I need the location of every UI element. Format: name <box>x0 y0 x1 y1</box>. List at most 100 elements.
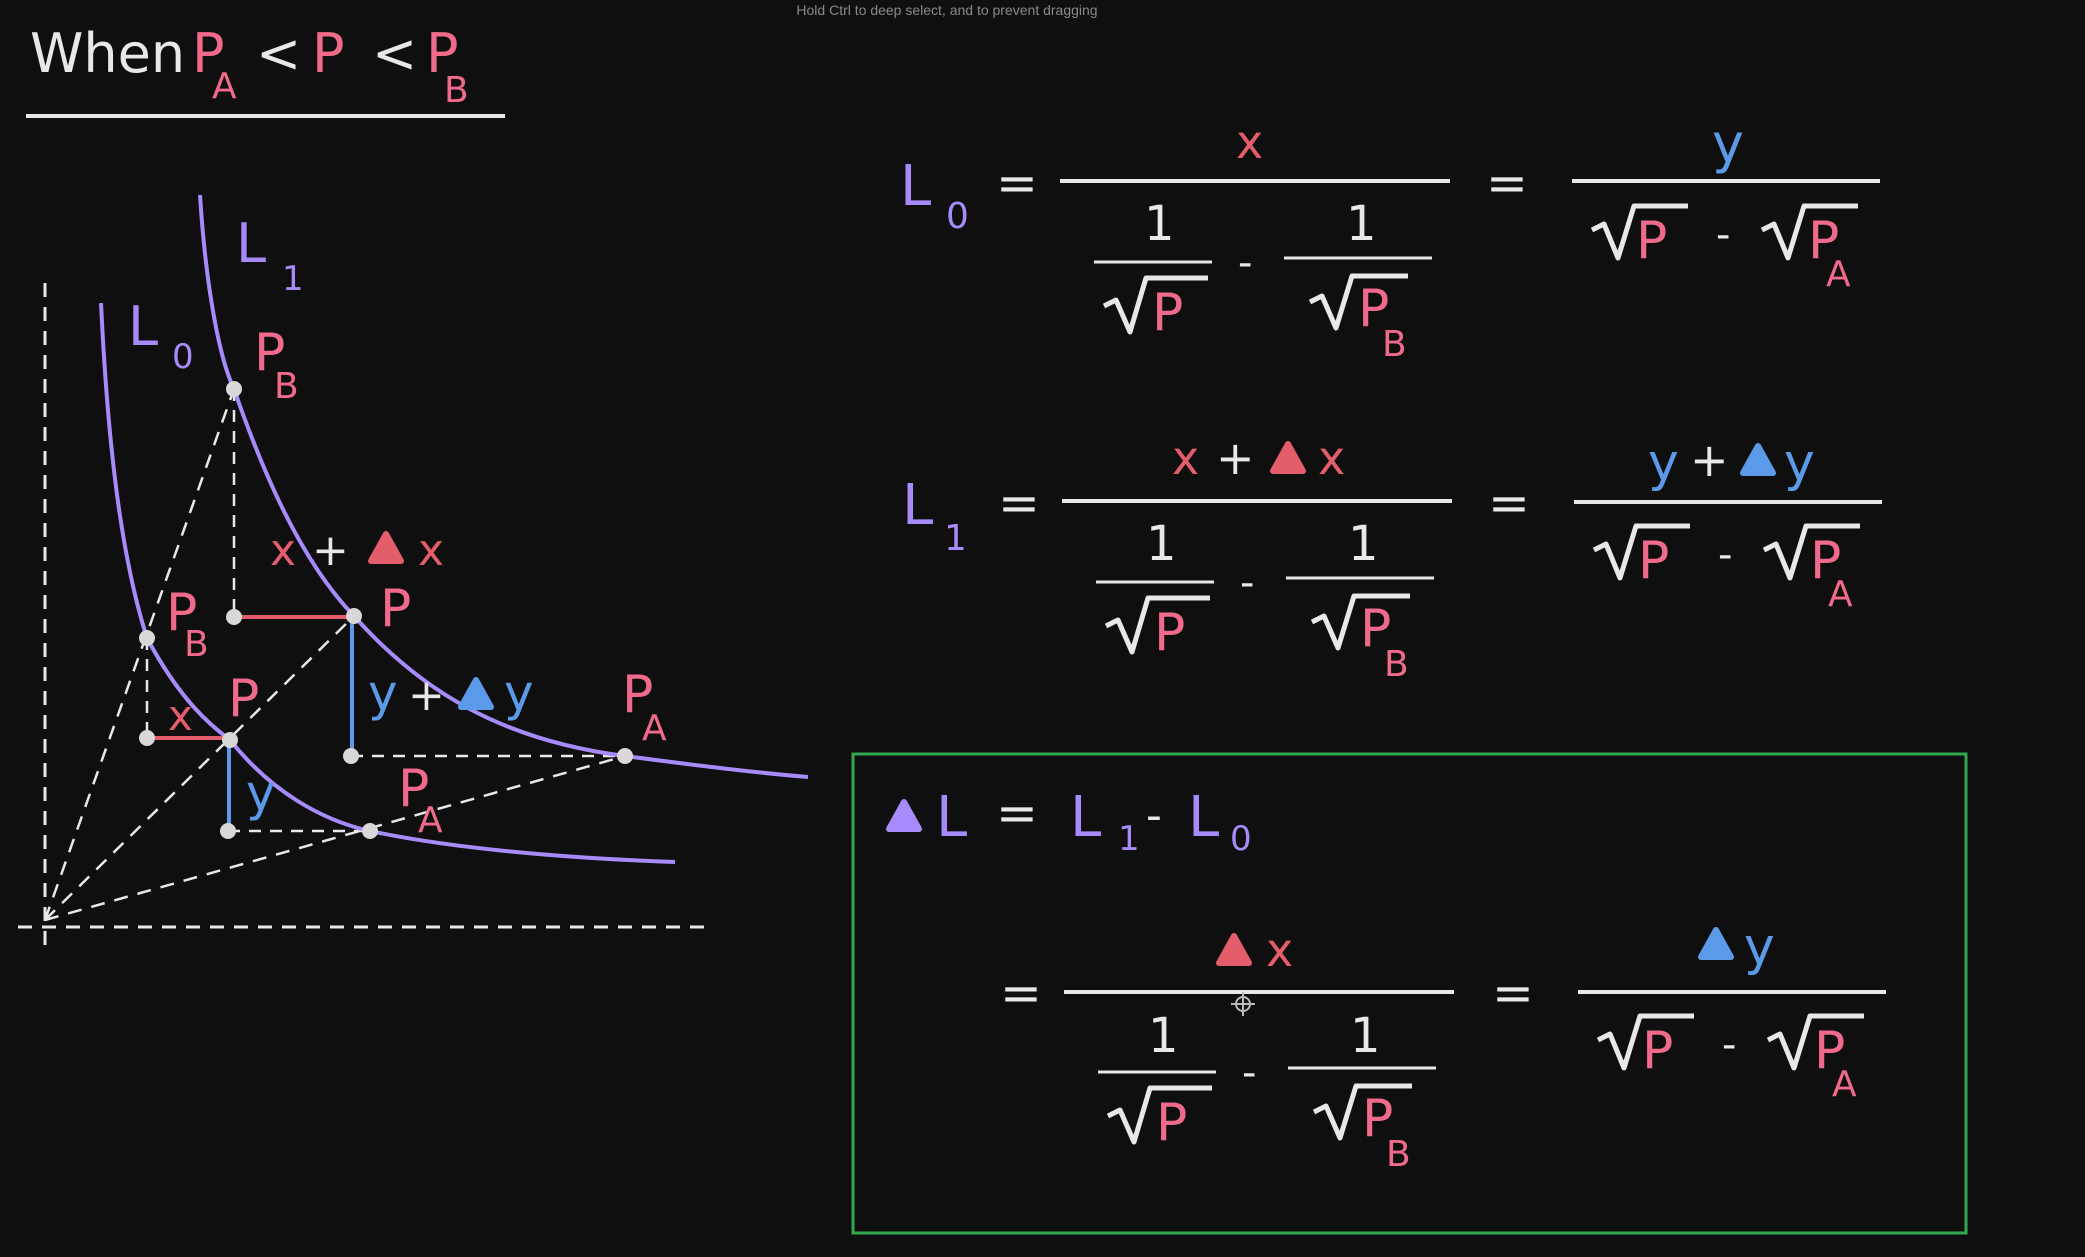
equation-l1: L 1 = x + x 1 P - 1 P B = y + y P - P A <box>902 431 1882 685</box>
point-p-l0[interactable] <box>222 732 238 748</box>
title-pb-letter: P <box>426 22 459 85</box>
point-pa-l1[interactable] <box>617 748 633 764</box>
sqrt-icon <box>1592 523 1690 581</box>
eq-l0-root2-p: P <box>1636 211 1667 271</box>
move-handle-icon[interactable] <box>1231 992 1255 1016</box>
eq-l1-num1-dx: x <box>1318 431 1345 485</box>
sqrt-icon <box>1762 523 1860 581</box>
label-pa-lower-sub: A <box>418 800 443 841</box>
point-y-end-l1[interactable] <box>343 748 359 764</box>
label-l0-sub: 0 <box>172 337 194 377</box>
sqrt-icon <box>1106 1085 1212 1145</box>
title-pa-letter: P <box>192 22 225 85</box>
label-pb-left-letter: P <box>166 583 197 643</box>
sqrt-icon <box>1760 203 1858 261</box>
point-y-end-l0[interactable] <box>220 823 236 839</box>
eq-l1-root-p: P <box>1154 603 1185 663</box>
eq-dl-num1-dx: x <box>1266 923 1293 977</box>
eq-l1-one-b: 1 <box>1348 516 1379 572</box>
eq-dl-root2-pa: P <box>1814 1021 1845 1081</box>
eq-dl-root2-pa-sub: A <box>1832 1064 1857 1105</box>
sqrt-icon <box>1104 595 1210 655</box>
eq-l1-num1-plus: + <box>1216 431 1255 485</box>
label-dy: y <box>504 664 534 722</box>
eq-l1-lhs-sub: 1 <box>944 518 967 559</box>
equation-delta-l: L = L 1 - L 0 = x 1 P - 1 P B = y P - P <box>889 784 1886 1175</box>
point-p-l1[interactable] <box>346 608 362 624</box>
eq-dl-one-b: 1 <box>1350 1008 1381 1064</box>
label-pb-top-letter: P <box>254 323 285 383</box>
label-l0-letter: L <box>128 295 158 358</box>
title-pa-sub: A <box>212 66 237 107</box>
sqrt-icon <box>1102 275 1208 335</box>
eq-l1-num2-plus: + <box>1690 433 1729 487</box>
label-p-lower: P <box>228 669 259 729</box>
label-y-plus: + <box>408 670 445 721</box>
delta-icon <box>371 534 401 561</box>
label-p-upper: P <box>380 579 411 639</box>
eq-dl-minus2: - <box>1722 1022 1736 1068</box>
eq-l1-num2-y: y <box>1648 433 1679 493</box>
point-x-start-l1[interactable] <box>226 609 242 625</box>
eq-l1-root-pb-sub: B <box>1384 644 1409 685</box>
label-pb-left-sub: B <box>184 624 209 665</box>
sqrt-icon <box>1312 1083 1412 1141</box>
eq-dl-root-p: P <box>1156 1093 1187 1153</box>
eq-dl-minus: - <box>1242 1050 1256 1096</box>
label-x-plus: + <box>312 525 349 576</box>
result-frame[interactable] <box>851 752 1968 1235</box>
eq-l1-num2-dy: y <box>1784 433 1815 493</box>
label-x: x <box>270 525 296 576</box>
eq-l0-root2-pa: P <box>1808 211 1839 271</box>
title: When P A < P < P B <box>30 22 469 111</box>
eq-dl-root2-p: P <box>1642 1021 1673 1081</box>
eq-l0-root-pb-sub: B <box>1382 324 1407 365</box>
label-pb-top-sub: B <box>274 366 299 407</box>
point-x-start-l0[interactable] <box>139 730 155 746</box>
eq-l0-eq2: = <box>1486 154 1528 212</box>
eq-l0-lhs-sub: 0 <box>946 196 969 237</box>
label-pa-right-letter: P <box>622 665 653 725</box>
equation-l0: L 0 = x 1 P - 1 P B = y P - P A <box>900 112 1880 365</box>
label-y: y <box>368 664 398 722</box>
sqrt-icon <box>1596 1013 1694 1071</box>
sqrt-icon <box>1308 273 1408 331</box>
eq-l1-lhs-letter: L <box>902 473 933 538</box>
point-pb-l1[interactable] <box>226 381 242 397</box>
eq-l1-root2-pa-sub: A <box>1828 574 1853 615</box>
point-pa-l0[interactable] <box>362 823 378 839</box>
eq-l1-eq2: = <box>1488 474 1530 532</box>
eq-dl-l0-sub: 0 <box>1230 819 1252 859</box>
eq-l1-minus: - <box>1240 560 1254 606</box>
graph: L 0 L 1 P B P B P P P A P A x + x y + y … <box>18 194 809 945</box>
delta-icon <box>461 680 491 707</box>
title-lt2: < <box>372 22 417 85</box>
label-y-small: y <box>246 764 276 822</box>
label-dx: x <box>418 525 444 576</box>
delta-icon <box>889 802 919 829</box>
eq-l0-root2-pa-sub: A <box>1826 254 1851 295</box>
eq-dl-num2-dy: y <box>1744 917 1775 977</box>
eq-dl-lhs-letter: L <box>936 785 967 850</box>
eq-l1-eq1: = <box>998 474 1040 532</box>
label-l1-letter: L <box>236 212 266 275</box>
delta-icon <box>1743 446 1773 473</box>
eq-l0-num2: y <box>1712 112 1744 175</box>
ray-pa <box>44 754 626 922</box>
eq-dl-eq0: = <box>996 784 1038 842</box>
sqrt-icon <box>1766 1013 1864 1071</box>
drag-hint: Hold Ctrl to deep select, and to prevent… <box>796 2 1098 18</box>
delta-icon <box>1273 444 1303 471</box>
point-pb-l0[interactable] <box>139 630 155 646</box>
eq-dl-minus0: - <box>1146 790 1162 841</box>
eq-l1-root-pb: P <box>1360 599 1391 659</box>
eq-dl-root-pb: P <box>1362 1089 1393 1149</box>
title-when: When <box>30 22 185 85</box>
eq-dl-eq1: = <box>1000 964 1042 1022</box>
eq-l0-root-p: P <box>1152 283 1183 343</box>
ray-p <box>44 615 355 921</box>
eq-l0-minus2: - <box>1716 212 1730 258</box>
delta-icon <box>1701 930 1731 957</box>
eq-l0-num1: x <box>1236 115 1263 169</box>
